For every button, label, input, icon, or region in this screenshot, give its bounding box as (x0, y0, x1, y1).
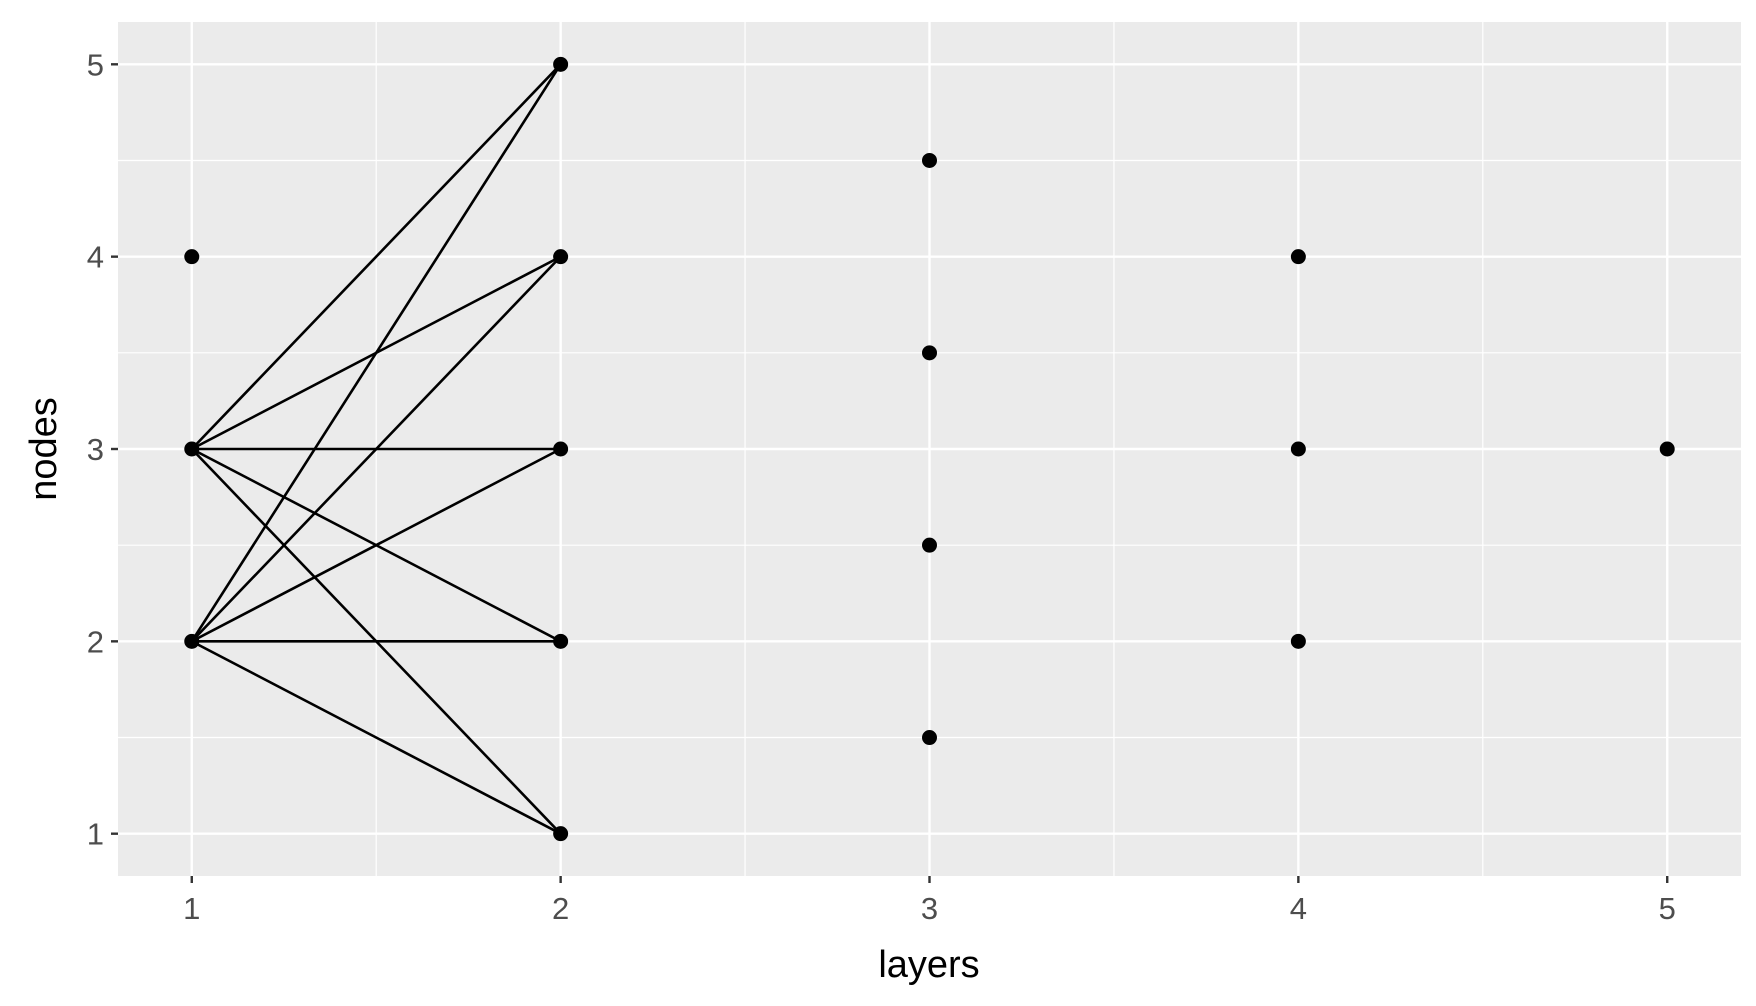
data-point (184, 633, 200, 649)
data-point (1290, 633, 1306, 649)
x-axis-ticks: 1 2 3 4 5 (183, 876, 1676, 926)
x-tick-label: 3 (921, 891, 938, 926)
edges (190, 63, 562, 835)
y-tick-label: 1 (87, 817, 104, 852)
x-tick-label: 2 (552, 891, 569, 926)
x-axis-title: layers (878, 944, 979, 986)
edge-line (191, 447, 562, 643)
x-tick-label: 1 (183, 891, 200, 926)
data-point (1659, 441, 1675, 457)
data-point (553, 633, 569, 649)
edge-line (190, 63, 562, 643)
data-point (553, 826, 569, 842)
y-tick-label: 3 (87, 432, 104, 467)
data-point (1290, 249, 1306, 265)
y-tick-label: 2 (87, 624, 104, 659)
points (184, 56, 1675, 842)
y-axis-ticks: 1 2 3 4 5 (87, 47, 118, 852)
y-axis-title: nodes (23, 397, 65, 501)
edge-line (190, 63, 562, 450)
data-point (922, 152, 937, 168)
x-tick-label: 5 (1659, 891, 1676, 926)
data-point (553, 441, 569, 457)
data-point (553, 249, 569, 265)
edge-line (191, 640, 562, 835)
data-point (922, 730, 937, 746)
y-tick-label: 5 (87, 47, 104, 82)
x-tick-label: 4 (1290, 891, 1307, 926)
data-point (553, 56, 569, 72)
data-point (922, 345, 937, 361)
data-point (184, 249, 200, 265)
data-point (1290, 441, 1306, 457)
y-tick-label: 4 (87, 240, 104, 275)
data-point (922, 537, 937, 553)
edge-line (190, 255, 562, 643)
data-point (184, 441, 200, 457)
